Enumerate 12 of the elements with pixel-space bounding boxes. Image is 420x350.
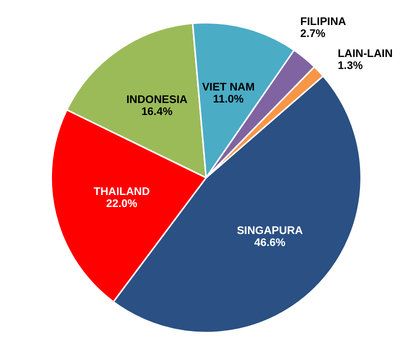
slice-label: SINGAPURA (236, 224, 303, 237)
data-label: 2.7% (300, 28, 326, 40)
slice-label: VIET NAM (202, 81, 255, 94)
slice-label: LAIN-LAIN (338, 48, 393, 60)
slice-label: INDONESIA (126, 94, 188, 106)
data-label: 1.3% (338, 60, 363, 72)
data-label: 16.4% (141, 106, 173, 118)
data-label: 11.0% (213, 93, 244, 106)
data-label: 46.6% (254, 236, 286, 249)
data-label: 22.0% (106, 198, 138, 210)
slice-label: FILIPINA (300, 16, 346, 28)
slice-label: THAILAND (94, 186, 150, 198)
